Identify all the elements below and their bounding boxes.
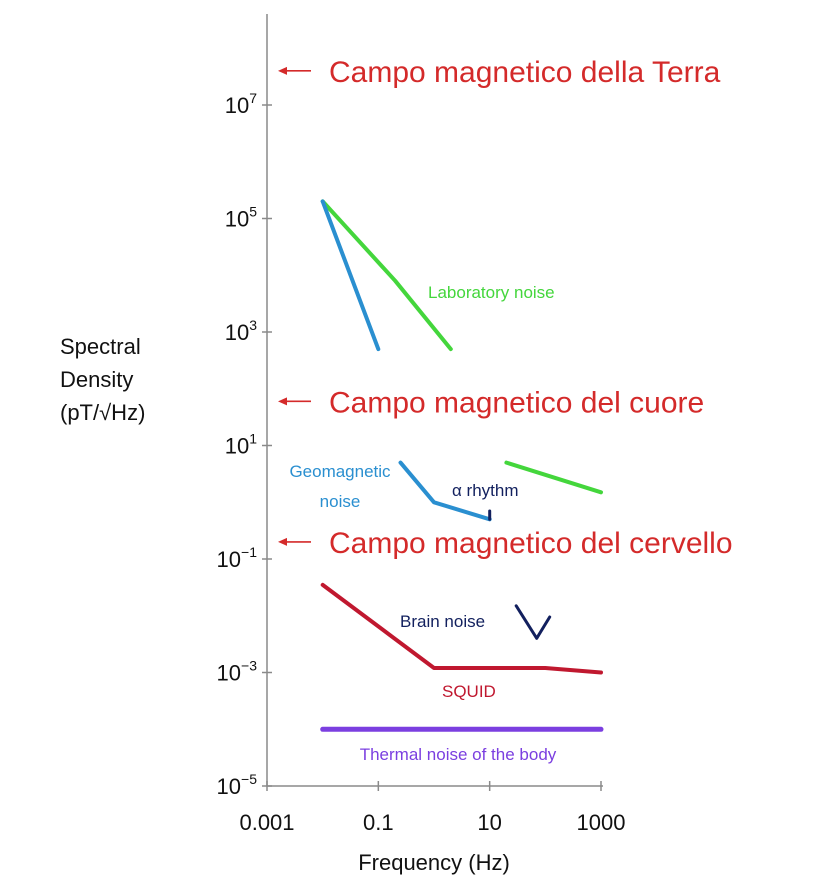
series-label: Brain noise (400, 612, 485, 631)
x-tick-label: 0.001 (239, 810, 294, 835)
y-tick-label: 105 (225, 204, 257, 232)
y-tick-label: 101 (225, 431, 257, 459)
series-label: Thermal noise of the body (360, 745, 557, 764)
annotation: Campo magnetico del cervello (278, 527, 733, 560)
series-line (514, 604, 552, 640)
series-label: Laboratory noise (428, 283, 555, 302)
series-line (504, 460, 603, 495)
series-line (320, 199, 453, 352)
annotation: Campo magnetico del cuore (278, 386, 704, 419)
annotation-layer: Campo magnetico della Terra Campo magneti… (278, 56, 733, 560)
axes: 107 105 103 101 10−1 10−3 10−5 0.001 0.1 10 1000 Fr… (60, 14, 625, 875)
series-line (320, 199, 381, 352)
y-tick-label: 10−3 (217, 658, 258, 686)
annotation-arrow-head (278, 397, 287, 406)
label-layer: Laboratory noise Geomagnetic noise α rhythm… (289, 283, 556, 764)
y-axis-title-line: (pT/√Hz) (60, 400, 145, 425)
annotation-label: Campo magnetico della Terra (329, 56, 721, 89)
series-label: α rhythm (452, 481, 519, 500)
y-tick-label: 103 (225, 317, 257, 345)
series-layer (320, 199, 604, 732)
x-tick-label: 0.1 (363, 810, 394, 835)
y-axis-title-line: Spectral (60, 334, 141, 359)
series-line (320, 582, 603, 675)
annotation: Campo magnetico della Terra (278, 56, 721, 89)
x-axis-title: Frequency (Hz) (358, 850, 510, 875)
annotation-label: Campo magnetico del cuore (329, 386, 704, 419)
annotation-arrow-head (278, 537, 287, 546)
annotation-label: Campo magnetico del cervello (329, 527, 733, 560)
y-axis-title-line: Density (60, 367, 133, 392)
x-tick-label: 10 (477, 810, 501, 835)
annotation-arrow-head (278, 66, 287, 75)
series-line (398, 460, 492, 522)
series-label: SQUID (442, 682, 496, 701)
series-label: Geomagnetic noise (289, 462, 391, 511)
y-tick-label: 10−5 (217, 771, 258, 799)
y-tick-label: 107 (225, 90, 257, 118)
y-tick-label: 10−1 (217, 544, 258, 572)
x-tick-label: 1000 (577, 810, 626, 835)
